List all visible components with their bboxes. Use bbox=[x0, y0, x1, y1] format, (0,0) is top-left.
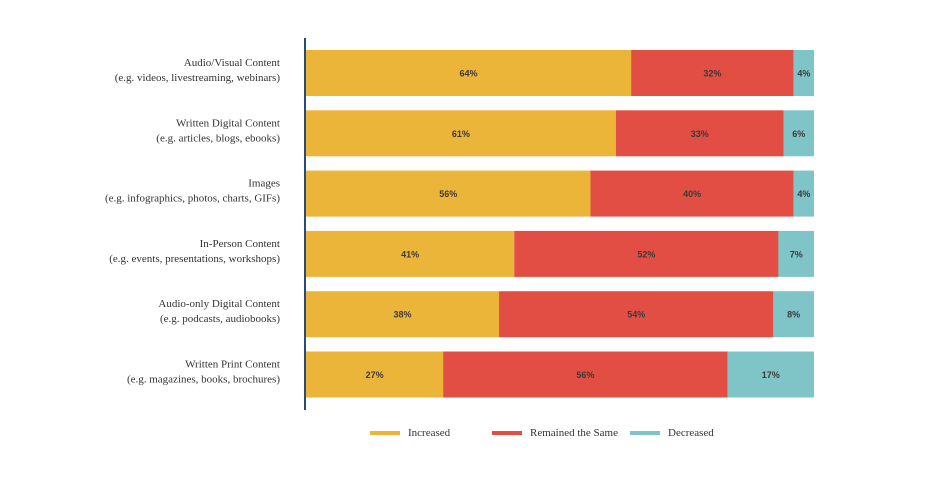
bar-increased-1 bbox=[306, 110, 616, 157]
bar-remained-the-same-5 bbox=[443, 351, 728, 398]
category-sublabel: (e.g. articles, blogs, ebooks) bbox=[156, 132, 280, 144]
value-label: 8% bbox=[787, 310, 800, 320]
bar-remained-the-same-0 bbox=[631, 50, 794, 96]
bar-decreased-3 bbox=[778, 230, 814, 277]
category-sublabel: (e.g. podcasts, audiobooks) bbox=[160, 313, 280, 325]
category-labels: Audio/Visual Content (e.g. videos, livest… bbox=[105, 57, 280, 386]
bar-remained-the-same-3 bbox=[514, 230, 779, 277]
category-label: Images bbox=[248, 178, 280, 190]
legend-swatch-increased bbox=[370, 431, 400, 435]
category-sublabel: (e.g. videos, livestreaming, webinars) bbox=[115, 72, 281, 84]
value-label: 56% bbox=[576, 370, 594, 380]
value-label: 56% bbox=[439, 189, 457, 199]
bar-remained-the-same-4 bbox=[499, 291, 774, 338]
bar-increased-5 bbox=[306, 351, 444, 398]
category-sublabel: (e.g. events, presentations, workshops) bbox=[109, 253, 280, 265]
value-label: 61% bbox=[452, 129, 470, 139]
bar-decreased-2 bbox=[793, 170, 814, 217]
bar-decreased-5 bbox=[727, 351, 814, 398]
value-label: 4% bbox=[797, 69, 810, 79]
value-label: 38% bbox=[394, 310, 412, 320]
bar-increased-3 bbox=[306, 230, 515, 277]
legend-swatch-decreased bbox=[630, 431, 660, 435]
bar-remained-the-same-1 bbox=[615, 110, 784, 157]
bar-decreased-4 bbox=[773, 291, 814, 338]
category-label: Written Print Content bbox=[185, 359, 280, 371]
legend-label-increased: Increased bbox=[408, 427, 451, 439]
value-label: 64% bbox=[460, 69, 478, 79]
legend-swatch-remained-the-same bbox=[492, 431, 522, 435]
value-label: 54% bbox=[627, 310, 645, 320]
value-label: 33% bbox=[691, 129, 709, 139]
category-label: In-Person Content bbox=[200, 238, 280, 250]
value-label: 41% bbox=[401, 249, 419, 259]
category-label: Audio/Visual Content bbox=[184, 57, 280, 69]
value-label: 6% bbox=[792, 129, 805, 139]
legend-label-remained-the-same: Remained the Same bbox=[530, 427, 618, 439]
category-label: Written Digital Content bbox=[176, 117, 280, 129]
value-label: 17% bbox=[762, 370, 780, 380]
bars-group: 64% 32% 4% 61% 33% 6% 56% 40% 4% 41% 52% 7% 38% 54% 8%… bbox=[306, 50, 814, 398]
bar-remained-the-same-2 bbox=[590, 170, 794, 217]
value-label: 52% bbox=[637, 249, 655, 259]
value-label: 7% bbox=[790, 249, 803, 259]
bar-increased-4 bbox=[306, 291, 500, 338]
legend: Increased Remained the Same Decreased bbox=[370, 427, 714, 439]
bar-increased-0 bbox=[306, 50, 632, 96]
legend-label-decreased: Decreased bbox=[668, 427, 714, 439]
value-label: 4% bbox=[797, 189, 810, 199]
value-label: 40% bbox=[683, 189, 701, 199]
value-label: 27% bbox=[366, 370, 384, 380]
bar-increased-2 bbox=[306, 170, 591, 217]
value-label: 32% bbox=[703, 69, 721, 79]
category-label: Audio-only Digital Content bbox=[158, 298, 280, 310]
category-sublabel: (e.g. magazines, books, brochures) bbox=[127, 374, 280, 386]
category-sublabel: (e.g. infographics, photos, charts, GIFs… bbox=[105, 193, 280, 205]
bar-decreased-1 bbox=[783, 110, 814, 157]
bar-decreased-0 bbox=[793, 50, 814, 96]
